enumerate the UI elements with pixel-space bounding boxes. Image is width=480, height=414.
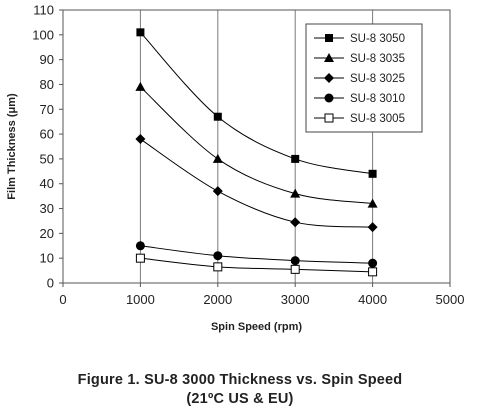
data-point <box>135 241 145 251</box>
y-tick-label: 70 <box>40 102 54 117</box>
legend-label: SU-8 3035 <box>350 53 405 65</box>
legend: SU-8 3050 SU-8 3035 SU-8 3025 SU-8 3010 SU-8… <box>305 23 423 133</box>
series-su-8-3050 <box>136 28 377 178</box>
y-axis-title: Film Thickness (μm) <box>6 93 18 200</box>
series-line <box>140 31 373 175</box>
figure-caption: Figure 1. SU-8 3000 Thickness vs. Spin S… <box>77 372 403 388</box>
y-tick-label: 50 <box>40 151 54 166</box>
x-tick-label: 3000 <box>281 292 310 307</box>
series-line <box>140 86 373 205</box>
x-axis-title: Spin Speed (rpm) <box>211 321 302 333</box>
x-tick-label: 4000 <box>358 292 387 307</box>
figure-caption-subtitle: (21ºC US & EU) <box>186 391 294 407</box>
data-point <box>212 186 223 197</box>
data-point <box>213 262 223 272</box>
y-tick-label: 40 <box>40 176 54 191</box>
data-point <box>367 222 378 233</box>
data-point <box>368 169 377 178</box>
series-su-8-3025 <box>135 134 378 233</box>
thickness-chart: 0 10 20 30 40 50 60 70 80 90 100 110 0 1000 2000 3000 40… <box>6 3 465 334</box>
legend-label: SU-8 3010 <box>350 93 405 105</box>
y-tick-label: 30 <box>40 201 54 216</box>
y-tick-label: 90 <box>40 52 54 67</box>
data-point <box>213 112 222 121</box>
series-line <box>140 245 373 264</box>
data-point <box>368 258 378 268</box>
legend-marker <box>325 34 333 42</box>
x-tick-label: 1000 <box>126 292 155 307</box>
legend-label: SU-8 3005 <box>350 113 405 125</box>
x-tick-label: 5000 <box>436 292 465 307</box>
x-tick-label: 2000 <box>203 292 232 307</box>
legend-marker <box>324 113 334 123</box>
series-line <box>140 257 373 273</box>
data-point <box>291 154 300 163</box>
series-su-8-3005 <box>135 253 378 277</box>
y-tick-label: 20 <box>40 226 54 241</box>
legend-label: SU-8 3025 <box>350 73 405 85</box>
x-tick-label: 0 <box>59 292 66 307</box>
data-point <box>290 264 300 274</box>
y-tick-label: 0 <box>47 276 54 291</box>
data-point <box>135 134 146 145</box>
series-su-8-3035 <box>135 81 378 208</box>
data-point <box>290 188 301 198</box>
data-point <box>136 28 145 37</box>
y-tick-label: 10 <box>40 251 54 266</box>
data-point <box>212 153 223 163</box>
series-line <box>140 138 373 228</box>
y-tick-label: 100 <box>32 27 54 42</box>
series-su-8-3010 <box>135 241 378 268</box>
legend-marker <box>324 93 334 103</box>
y-tick-label: 80 <box>40 77 54 92</box>
data-point <box>367 198 378 208</box>
data-point <box>135 81 146 91</box>
legend-marker <box>324 53 334 62</box>
data-point <box>290 217 301 228</box>
data-point <box>290 256 300 266</box>
data-point <box>368 267 378 277</box>
y-tick-label: 60 <box>40 127 54 142</box>
legend-marker <box>324 73 334 83</box>
legend-label: SU-8 3050 <box>350 33 405 45</box>
y-tick-label: 110 <box>33 3 54 18</box>
data-point <box>213 251 223 261</box>
plot-frame <box>62 9 451 284</box>
data-point <box>135 253 145 263</box>
